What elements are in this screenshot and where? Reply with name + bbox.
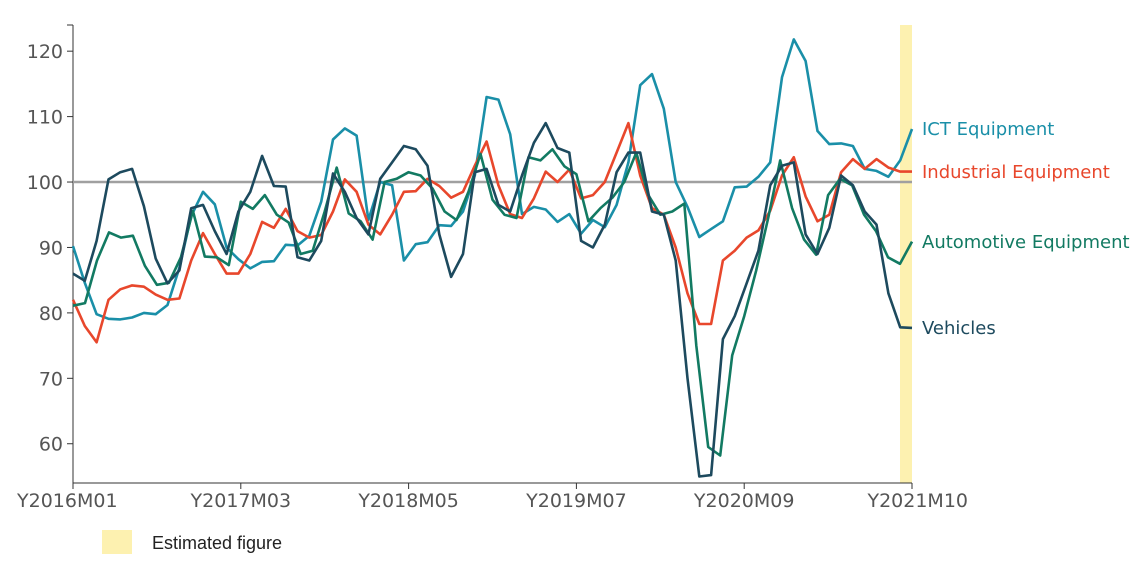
series-layer xyxy=(71,38,914,478)
x-tick-label: Y2016M01 xyxy=(16,490,118,512)
x-tick-label: Y2020M09 xyxy=(693,490,795,512)
series-label-vehicles: Vehicles xyxy=(922,318,996,339)
y-tick-label: 90 xyxy=(39,237,63,259)
series-line-automotive-equipment xyxy=(72,148,914,457)
legend-swatch xyxy=(102,530,132,554)
legend-label: Estimated figure xyxy=(152,533,282,553)
y-tick-label: 100 xyxy=(27,172,63,194)
y-tick-label: 70 xyxy=(39,368,63,390)
series-labels-layer: ICT Equipment Industrial Equipment Automot… xyxy=(922,119,1130,339)
series-label-industrial-equipment: Industrial Equipment xyxy=(922,162,1110,183)
axes-layer: 60 70 80 90 100 110 120 Y2016M01 Y2017M03 Y2018M0… xyxy=(16,24,968,512)
y-tick-label: 80 xyxy=(39,303,63,325)
x-tick-label: Y2021M10 xyxy=(866,490,968,512)
x-tick-label: Y2017M03 xyxy=(190,490,292,512)
series-line-ict-equipment xyxy=(71,38,914,321)
y-tick-label: 60 xyxy=(39,434,63,456)
series-label-automotive-equipment: Automotive Equipment xyxy=(922,232,1130,253)
series-label-ict-equipment: ICT Equipment xyxy=(922,119,1054,140)
x-tick-label: Y2019M07 xyxy=(525,490,627,512)
series-line-vehicles xyxy=(72,121,913,478)
legend: Estimated figure xyxy=(102,530,282,554)
x-tick-label: Y2018M05 xyxy=(357,490,459,512)
y-tick-label: 110 xyxy=(27,107,63,129)
y-tick-label: 120 xyxy=(27,41,63,63)
